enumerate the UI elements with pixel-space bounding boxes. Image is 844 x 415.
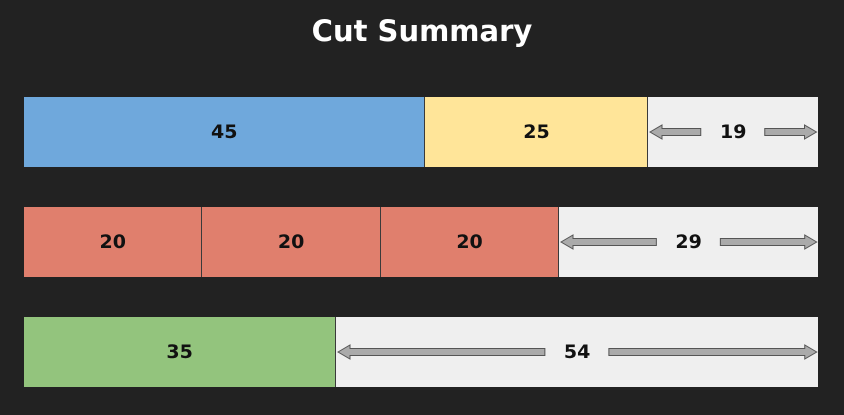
stock-bar: 35 54 bbox=[24, 317, 818, 387]
left-arrow-icon bbox=[560, 234, 658, 250]
chart-title: Cut Summary bbox=[311, 14, 533, 48]
remainder-label: 54 bbox=[563, 341, 591, 363]
cut-piece: 25 bbox=[425, 97, 649, 167]
dimension-arrows bbox=[560, 234, 818, 250]
stock-bar: 20 20 20 29 bbox=[24, 207, 818, 277]
cut-piece: 20 bbox=[380, 207, 560, 277]
cut-piece: 20 bbox=[24, 207, 203, 277]
cut-piece: 35 bbox=[24, 317, 337, 387]
cut-piece: 45 bbox=[24, 97, 426, 167]
dimension-arrows bbox=[337, 344, 818, 360]
right-arrow-icon bbox=[608, 344, 818, 360]
remainder-segment: 29 bbox=[559, 207, 818, 277]
right-arrow-icon bbox=[764, 124, 818, 140]
remainder-label: 29 bbox=[675, 231, 702, 253]
stock-bar: 45 25 19 bbox=[24, 97, 818, 167]
remainder-label: 19 bbox=[720, 121, 747, 143]
left-arrow-icon bbox=[649, 124, 702, 140]
cut-piece: 20 bbox=[202, 207, 381, 277]
dimension-arrows bbox=[649, 124, 818, 140]
right-arrow-icon bbox=[720, 234, 818, 250]
remainder-segment: 19 bbox=[648, 97, 818, 167]
remainder-segment: 54 bbox=[336, 317, 818, 387]
left-arrow-icon bbox=[337, 344, 546, 360]
